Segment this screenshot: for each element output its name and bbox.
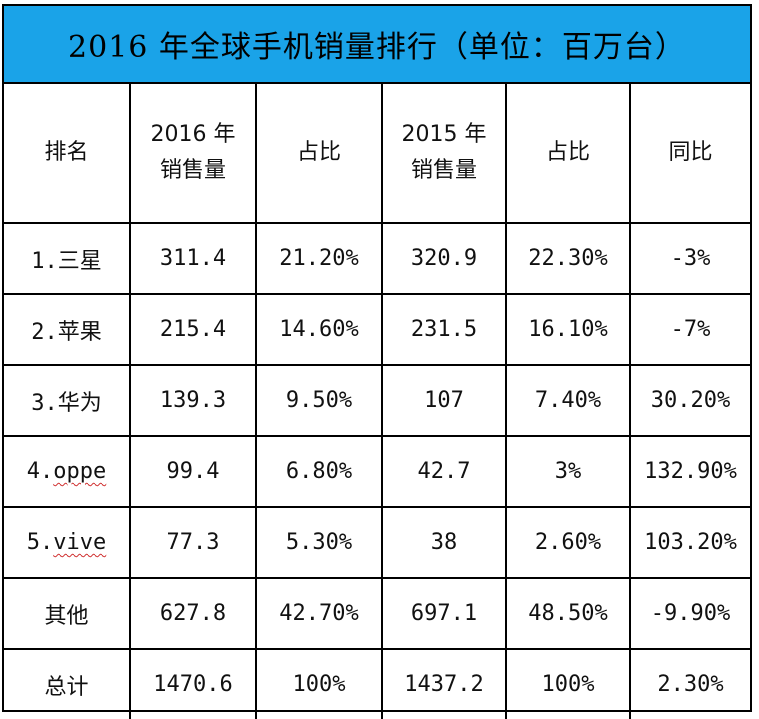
- rank-prefix: 4.: [26, 459, 54, 484]
- rank-cell: 3.华为: [4, 364, 131, 437]
- sales-2015-cell: 107: [381, 364, 507, 437]
- sales-ranking-table-frame: 2016 年全球手机销量排行（单位：百万台） 排名 2016 年 销售量 占比 …: [2, 4, 752, 719]
- yoy-cell: -9.90%: [629, 577, 750, 650]
- share-2016-cell: 6.80%: [255, 435, 383, 508]
- share-2015-cell: 48.50%: [505, 577, 631, 650]
- sales-2015-cell: 38: [381, 506, 507, 579]
- share-2015-cell: 3%: [505, 435, 631, 508]
- sales-2016-cell: 215.4: [129, 293, 257, 366]
- rank-cell: 4.oppe: [4, 435, 131, 508]
- share-2015-cell: 100%: [505, 648, 631, 719]
- share-2016-cell: 9.50%: [255, 364, 383, 437]
- header-sales-2016-label: 销售量: [159, 158, 226, 183]
- rank-prefix: 2.: [31, 319, 58, 345]
- rank-cell: 1.三星: [4, 222, 131, 295]
- sales-2015-cell: 320.9: [381, 222, 507, 295]
- yoy-cell: -3%: [629, 222, 750, 295]
- table-row: 2.苹果 215.4 14.60% 231.5 16.10% -7%: [4, 293, 750, 366]
- table-title: 2016 年全球手机销量排行（单位：百万台）: [4, 6, 750, 84]
- header-sales-2016: 2016 年 销售量: [129, 84, 257, 224]
- header-rank: 排名: [4, 84, 131, 224]
- brand-name: 苹果: [57, 319, 102, 345]
- share-2016-cell: 21.20%: [255, 222, 383, 295]
- header-sales-2015-year: 2015 年: [401, 122, 487, 147]
- header-share-2016: 占比: [255, 84, 383, 224]
- brand-name: 三星: [57, 248, 102, 274]
- brand-name: 华为: [57, 390, 102, 416]
- table-row: 其他 627.8 42.70% 697.1 48.50% -9.90%: [4, 577, 750, 650]
- share-2015-cell: 16.10%: [505, 293, 631, 366]
- yoy-cell: -7%: [629, 293, 750, 366]
- brand-name: 总计: [44, 674, 89, 700]
- rank-cell: 总计: [4, 648, 131, 719]
- rank-prefix: 1.: [31, 248, 58, 274]
- rank-cell: 5.vive: [4, 506, 131, 579]
- sales-2015-cell: 1437.2: [381, 648, 507, 719]
- share-2016-cell: 42.70%: [255, 577, 383, 650]
- share-2016-cell: 5.30%: [255, 506, 383, 579]
- share-2015-cell: 22.30%: [505, 222, 631, 295]
- header-row: 排名 2016 年 销售量 占比 2015 年 销售量 占比 同比: [4, 84, 750, 224]
- table-row: 5.vive 77.3 5.30% 38 2.60% 103.20%: [4, 506, 750, 579]
- brand-name: vive: [53, 530, 107, 555]
- rank-prefix: 5.: [26, 530, 54, 555]
- table-row: 1.三星 311.4 21.20% 320.9 22.30% -3%: [4, 222, 750, 295]
- share-2015-cell: 7.40%: [505, 364, 631, 437]
- table-row: 总计 1470.6 100% 1437.2 100% 2.30%: [4, 648, 750, 719]
- rank-cell: 其他: [4, 577, 131, 650]
- sales-2016-cell: 1470.6: [129, 648, 257, 719]
- sales-2016-cell: 77.3: [129, 506, 257, 579]
- yoy-cell: 132.90%: [629, 435, 750, 508]
- header-sales-2015: 2015 年 销售量: [381, 84, 507, 224]
- sales-2015-cell: 697.1: [381, 577, 507, 650]
- brand-name: oppe: [53, 459, 107, 484]
- yoy-cell: 2.30%: [629, 648, 750, 719]
- share-2016-cell: 14.60%: [255, 293, 383, 366]
- header-sales-2016-year: 2016 年: [150, 122, 236, 147]
- sales-2016-cell: 99.4: [129, 435, 257, 508]
- yoy-cell: 30.20%: [629, 364, 750, 437]
- table-row: 3.华为 139.3 9.50% 107 7.40% 30.20%: [4, 364, 750, 437]
- sales-2016-cell: 139.3: [129, 364, 257, 437]
- share-2016-cell: 100%: [255, 648, 383, 719]
- yoy-cell: 103.20%: [629, 506, 750, 579]
- table-row: 4.oppe 99.4 6.80% 42.7 3% 132.90%: [4, 435, 750, 508]
- sales-2016-cell: 311.4: [129, 222, 257, 295]
- header-share-2015: 占比: [505, 84, 631, 224]
- header-yoy: 同比: [629, 84, 750, 224]
- rank-cell: 2.苹果: [4, 293, 131, 366]
- brand-name: 其他: [44, 603, 89, 629]
- rank-prefix: 3.: [31, 390, 58, 416]
- sales-2015-cell: 42.7: [381, 435, 507, 508]
- sales-2015-cell: 231.5: [381, 293, 507, 366]
- sales-table: 排名 2016 年 销售量 占比 2015 年 销售量 占比 同比 1.三星 3…: [4, 84, 750, 719]
- sales-2016-cell: 627.8: [129, 577, 257, 650]
- share-2015-cell: 2.60%: [505, 506, 631, 579]
- header-sales-2015-label: 销售量: [410, 158, 477, 183]
